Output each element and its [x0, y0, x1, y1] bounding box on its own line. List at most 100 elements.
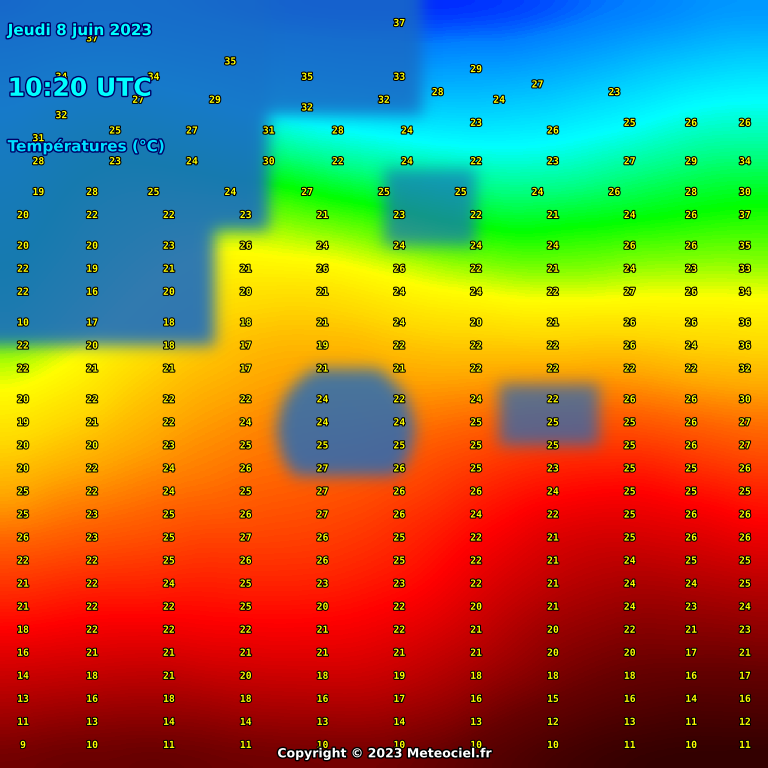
Text: 25: 25	[147, 187, 160, 197]
Text: 30: 30	[263, 156, 275, 167]
Text: 19: 19	[316, 340, 329, 351]
Text: 25: 25	[739, 578, 751, 589]
Text: 26: 26	[17, 532, 29, 543]
Text: 22: 22	[685, 363, 697, 374]
Text: 26: 26	[685, 532, 697, 543]
Text: 24: 24	[163, 463, 175, 474]
Text: 24: 24	[547, 240, 559, 251]
Text: 22: 22	[624, 624, 636, 635]
Text: 18: 18	[17, 624, 29, 635]
Text: 22: 22	[470, 578, 482, 589]
Text: 20: 20	[624, 647, 636, 658]
Text: 30: 30	[739, 187, 751, 197]
Text: 27: 27	[316, 509, 329, 520]
Text: 10: 10	[393, 740, 406, 750]
Text: 10: 10	[17, 317, 29, 328]
Text: 12: 12	[547, 717, 559, 727]
Text: 22: 22	[86, 210, 98, 220]
Text: 27: 27	[132, 94, 144, 105]
Text: 24: 24	[163, 486, 175, 497]
Text: 24: 24	[393, 286, 406, 297]
Text: 22: 22	[86, 601, 98, 612]
Text: 25: 25	[624, 509, 636, 520]
Text: 24: 24	[393, 417, 406, 428]
Text: 25: 25	[17, 509, 29, 520]
Text: 26: 26	[240, 240, 252, 251]
Text: 26: 26	[624, 317, 636, 328]
Text: 23: 23	[163, 440, 175, 451]
Text: 22: 22	[163, 601, 175, 612]
Text: 25: 25	[470, 417, 482, 428]
Text: 20: 20	[316, 601, 329, 612]
Text: 22: 22	[624, 363, 636, 374]
Text: 26: 26	[547, 125, 559, 136]
Text: 10: 10	[316, 740, 329, 750]
Text: 17: 17	[240, 363, 252, 374]
Text: 16: 16	[86, 694, 98, 704]
Text: 23: 23	[470, 118, 482, 128]
Text: 22: 22	[547, 340, 559, 351]
Text: 10: 10	[470, 740, 482, 750]
Text: 18: 18	[547, 670, 559, 681]
Text: 22: 22	[86, 486, 98, 497]
Text: 21: 21	[547, 317, 559, 328]
Text: 21: 21	[17, 578, 29, 589]
Text: 22: 22	[240, 624, 252, 635]
Text: 20: 20	[86, 240, 98, 251]
Text: 25: 25	[685, 486, 697, 497]
Text: 24: 24	[624, 263, 636, 274]
Text: 34: 34	[147, 71, 160, 82]
Text: 28: 28	[86, 187, 98, 197]
Text: 26: 26	[739, 463, 751, 474]
Text: 29: 29	[209, 94, 221, 105]
Text: 19: 19	[393, 670, 406, 681]
Text: 28: 28	[32, 156, 45, 167]
Text: 22: 22	[240, 394, 252, 405]
Text: 19: 19	[17, 417, 29, 428]
Text: 27: 27	[316, 486, 329, 497]
Text: 25: 25	[624, 417, 636, 428]
Text: 18: 18	[316, 670, 329, 681]
Text: 25: 25	[393, 440, 406, 451]
Text: 24: 24	[316, 240, 329, 251]
Text: 22: 22	[547, 394, 559, 405]
Text: 22: 22	[393, 601, 406, 612]
Text: 23: 23	[240, 210, 252, 220]
Text: 35: 35	[224, 56, 237, 67]
Text: 24: 24	[493, 94, 505, 105]
Text: 27: 27	[240, 532, 252, 543]
Text: 36: 36	[739, 340, 751, 351]
Text: 24: 24	[240, 417, 252, 428]
Text: 16: 16	[624, 694, 636, 704]
Text: 21: 21	[316, 210, 329, 220]
Text: 18: 18	[163, 317, 175, 328]
Text: 26: 26	[739, 509, 751, 520]
Text: 21: 21	[547, 263, 559, 274]
Text: 27: 27	[739, 440, 751, 451]
Text: 21: 21	[393, 647, 406, 658]
Text: 14: 14	[685, 694, 697, 704]
Text: 22: 22	[393, 624, 406, 635]
Text: 13: 13	[86, 717, 98, 727]
Text: 18: 18	[163, 340, 175, 351]
Text: 22: 22	[163, 417, 175, 428]
Text: 23: 23	[109, 156, 121, 167]
Text: 20: 20	[17, 240, 29, 251]
Text: 37: 37	[86, 33, 98, 44]
Text: 21: 21	[316, 286, 329, 297]
Text: 21: 21	[685, 624, 697, 635]
Text: 26: 26	[739, 118, 751, 128]
Text: 26: 26	[685, 394, 697, 405]
Text: 25: 25	[685, 555, 697, 566]
Text: 19: 19	[32, 187, 45, 197]
Text: 26: 26	[685, 286, 697, 297]
Text: 26: 26	[608, 187, 621, 197]
Text: 25: 25	[470, 440, 482, 451]
Text: 26: 26	[316, 532, 329, 543]
Text: 24: 24	[624, 555, 636, 566]
Text: 23: 23	[608, 87, 621, 98]
Text: 24: 24	[685, 578, 697, 589]
Text: 11: 11	[624, 740, 636, 750]
Text: 10: 10	[547, 740, 559, 750]
Text: 24: 24	[393, 317, 406, 328]
